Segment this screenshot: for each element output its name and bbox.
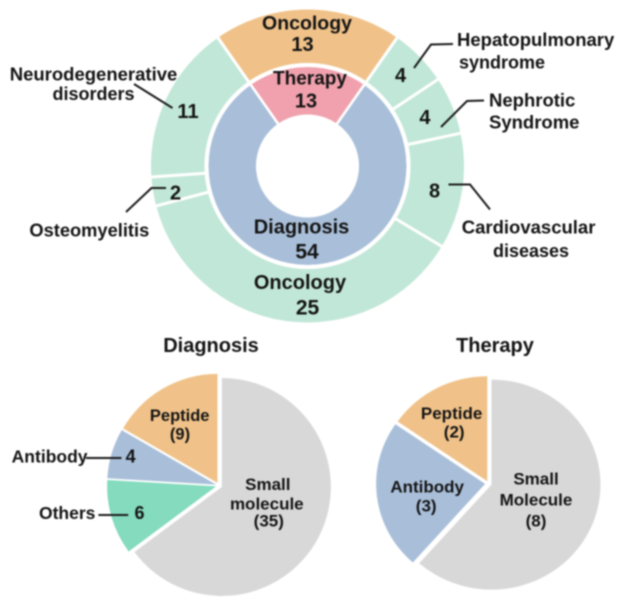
svg-text:Small: Small [513, 470, 558, 489]
svg-text:Hepatopulmonary: Hepatopulmonary [457, 29, 615, 50]
svg-text:disorders: disorders [52, 84, 134, 104]
svg-text:4: 4 [126, 447, 136, 467]
svg-text:Osteomyelitis: Osteomyelitis [29, 219, 149, 240]
svg-text:Peptide: Peptide [150, 407, 210, 425]
svg-text:Diagnosis: Diagnosis [163, 335, 259, 357]
svg-text:(35): (35) [254, 511, 284, 530]
svg-text:diseases: diseases [493, 241, 569, 261]
svg-text:Molecule: Molecule [500, 491, 573, 510]
svg-text:Oncology: Oncology [262, 13, 352, 35]
svg-text:8: 8 [429, 181, 440, 203]
svg-text:(3): (3) [416, 497, 437, 516]
svg-text:25: 25 [296, 297, 320, 320]
svg-text:54: 54 [295, 241, 319, 264]
svg-text:Diagnosis: Diagnosis [254, 216, 350, 238]
svg-text:11: 11 [177, 101, 198, 123]
svg-text:Peptide: Peptide [421, 404, 482, 423]
svg-text:Therapy: Therapy [456, 335, 535, 357]
svg-text:2: 2 [170, 183, 181, 205]
svg-text:(9): (9) [170, 426, 190, 444]
svg-text:Small: Small [245, 475, 290, 494]
svg-text:Cardiovascular: Cardiovascular [462, 217, 596, 238]
svg-text:13: 13 [295, 91, 317, 113]
svg-text:Nephrotic: Nephrotic [489, 89, 575, 110]
svg-text:4: 4 [395, 65, 407, 87]
svg-text:Therapy: Therapy [273, 69, 347, 90]
svg-text:Antibody: Antibody [390, 478, 464, 497]
svg-text:Antibody: Antibody [12, 447, 88, 467]
svg-text:molecule: molecule [230, 495, 304, 514]
svg-text:4: 4 [419, 107, 431, 129]
svg-text:13: 13 [291, 34, 313, 56]
svg-text:Others: Others [39, 503, 96, 523]
svg-text:Oncology: Oncology [254, 272, 347, 294]
svg-text:syndrome: syndrome [459, 53, 545, 73]
svg-text:Neurodegenerative: Neurodegenerative [10, 64, 178, 85]
svg-text:Syndrome: Syndrome [489, 112, 579, 133]
svg-text:6: 6 [134, 503, 144, 523]
svg-text:(2): (2) [444, 422, 465, 441]
svg-text:(8): (8) [526, 512, 547, 531]
